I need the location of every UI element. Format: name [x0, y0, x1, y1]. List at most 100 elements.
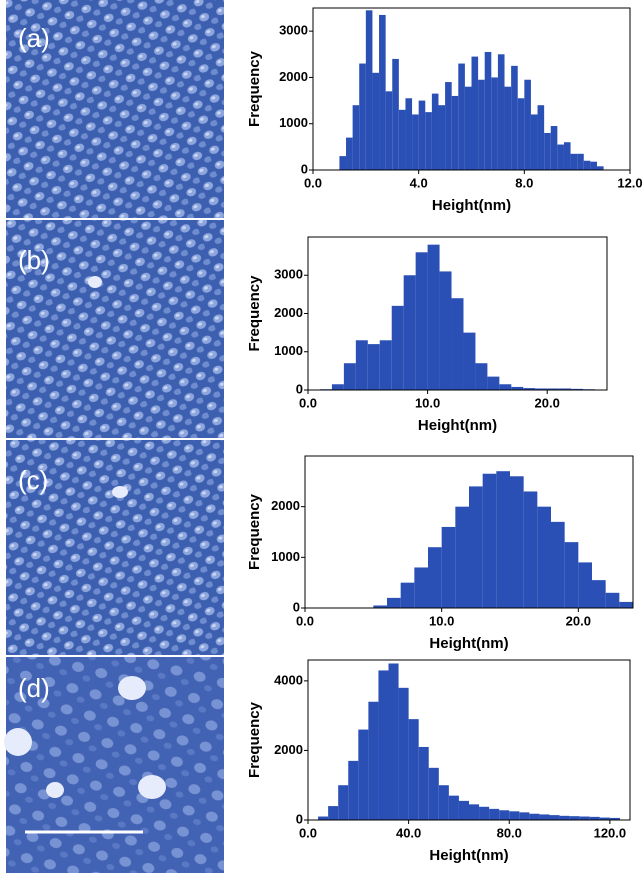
bar — [535, 388, 548, 390]
y-tick-label: 2000 — [279, 69, 308, 84]
bar — [438, 785, 449, 820]
bar — [550, 126, 558, 170]
bar — [348, 760, 359, 820]
x-tick-label: 20.0 — [566, 613, 591, 628]
bar — [579, 816, 590, 820]
bar — [451, 298, 464, 390]
bar — [510, 476, 524, 608]
bar — [463, 332, 476, 390]
bar — [441, 526, 456, 608]
y-tick-label: 3000 — [274, 267, 303, 282]
bar — [589, 816, 600, 820]
bar — [455, 506, 469, 608]
bar — [609, 817, 620, 820]
bar — [418, 100, 426, 170]
bar — [343, 363, 356, 390]
bar — [403, 275, 416, 390]
bar — [539, 814, 550, 820]
y-axis-label: Frequency — [246, 701, 263, 778]
afm-grain — [46, 782, 64, 798]
bar — [497, 54, 505, 170]
bar — [439, 271, 452, 390]
bar — [479, 806, 490, 820]
bar — [537, 105, 545, 170]
bar — [391, 305, 404, 390]
bar — [379, 340, 392, 390]
bar — [596, 166, 604, 170]
y-tick-label: 2000 — [274, 305, 303, 320]
y-axis-label: Frequency — [246, 275, 263, 352]
x-axis-label: Height(nm) — [429, 635, 508, 652]
bar — [378, 670, 389, 820]
bar — [355, 340, 368, 390]
bar — [590, 161, 597, 170]
y-tick-label: 0 — [296, 811, 303, 826]
x-tick-label: 120.0 — [594, 825, 627, 840]
y-tick-label: 4000 — [274, 672, 303, 687]
y-tick-label: 2000 — [274, 742, 303, 757]
bar — [428, 767, 439, 820]
afm-grain — [88, 276, 102, 288]
bar — [359, 63, 366, 170]
bar — [471, 56, 479, 170]
bar — [331, 384, 344, 390]
bar — [425, 112, 432, 170]
x-tick-label: 10.0 — [429, 613, 454, 628]
bar — [499, 384, 512, 390]
y-tick-label: 3000 — [279, 23, 308, 38]
bar — [519, 812, 530, 820]
panel-label: (b) — [18, 245, 50, 275]
x-tick-label: 4.0 — [410, 175, 428, 190]
bar — [428, 547, 442, 608]
afm-grain — [112, 486, 128, 498]
bar — [387, 597, 401, 608]
bar — [549, 815, 560, 820]
bar — [551, 521, 565, 608]
panel-label: (a) — [18, 23, 50, 53]
afm-image — [6, 440, 224, 655]
bar — [504, 86, 512, 170]
bar — [524, 79, 531, 170]
bar — [412, 114, 419, 170]
y-tick-label: 2000 — [271, 498, 300, 513]
bar — [448, 795, 459, 820]
y-tick-label: 0 — [296, 381, 303, 396]
x-axis-label: Height(nm) — [432, 197, 511, 214]
bar — [368, 701, 379, 820]
bar — [523, 491, 538, 608]
y-tick-label: 1000 — [274, 343, 303, 358]
bar — [484, 51, 492, 170]
bar — [478, 79, 485, 170]
afm-grain — [138, 775, 166, 799]
afm-grain — [118, 676, 146, 700]
bar — [388, 663, 399, 820]
x-tick-label: 0.0 — [296, 613, 314, 628]
bar — [571, 388, 584, 390]
bar — [599, 817, 610, 820]
bar — [592, 580, 606, 608]
bar — [451, 95, 459, 170]
bar — [385, 91, 393, 170]
bar — [511, 386, 524, 390]
bar — [491, 77, 498, 170]
bar — [564, 542, 579, 608]
bar — [517, 98, 525, 170]
bar — [475, 363, 488, 390]
bar — [458, 800, 469, 820]
x-tick-label: 20.0 — [535, 395, 560, 410]
bar — [559, 815, 570, 820]
x-tick-label: 8.0 — [515, 175, 533, 190]
y-tick-label: 1000 — [271, 549, 300, 564]
bar — [415, 252, 428, 390]
x-tick-label: 80.0 — [497, 825, 522, 840]
bar — [499, 810, 510, 820]
bar — [489, 808, 500, 820]
bar — [445, 82, 452, 170]
bar — [318, 816, 329, 820]
bar — [418, 746, 429, 820]
panel-label: (d) — [18, 673, 50, 703]
afm-image — [6, 657, 224, 873]
bar — [339, 156, 347, 170]
bar — [372, 72, 380, 170]
